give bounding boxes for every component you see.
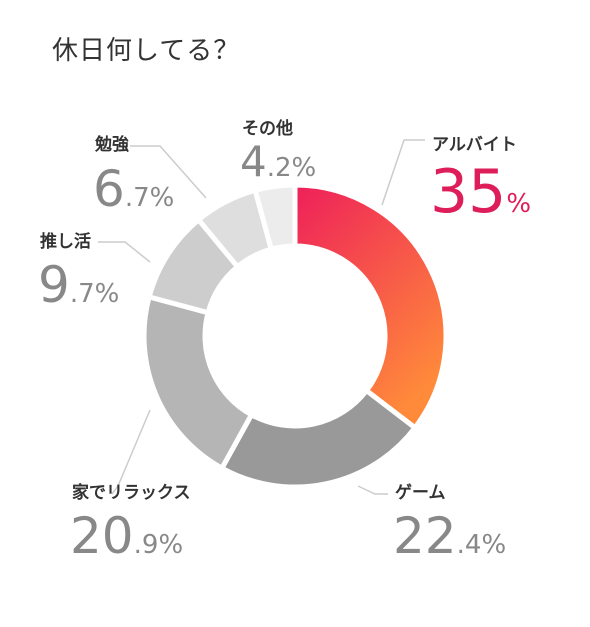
slice-0 [292,182,449,431]
slice-value: 9.7% [38,256,119,314]
slice-name: 勉強 [94,134,129,155]
leader-line-4 [130,145,207,199]
leader-line-2 [111,409,151,495]
slice-name: 推し活 [40,231,91,252]
slice-5 [252,182,298,252]
page-title: 休日何してる？ [52,36,241,66]
leader-line-1 [357,485,388,495]
slice-value: 4.2% [240,137,316,186]
slice-2 [141,294,254,471]
slice-name: 家でリラックス [72,482,191,503]
slice-1 [219,388,418,490]
slice-label-3: 推し活 9.7% [38,231,119,314]
leader-line-0 [381,139,425,206]
slice-value: 35% [430,157,531,227]
slice-label-2: 家でリラックス 20.9% [70,482,191,565]
leader-line-3 [98,241,151,263]
slice-value: 22.4% [393,507,506,565]
slice-name: その他 [242,118,293,139]
slice-name: アルバイト [432,135,517,155]
slice-label-4: 勉強 6.7% [93,134,174,218]
slice-label-1: ゲーム 22.4% [393,482,506,565]
slice-value: 6.7% [93,160,174,218]
slice-value: 20.9% [70,507,183,565]
slice-name: ゲーム [395,482,446,503]
